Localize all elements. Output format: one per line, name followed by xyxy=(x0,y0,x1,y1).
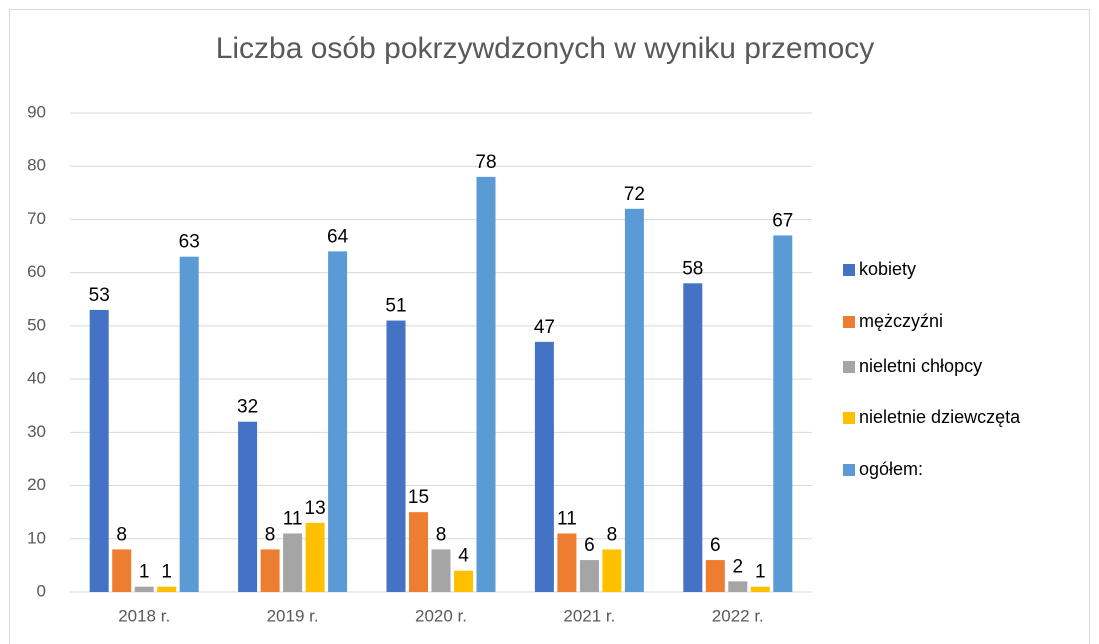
data-label: 11 xyxy=(557,508,577,529)
bar xyxy=(431,549,451,592)
x-tick-label: 2018 r. xyxy=(118,606,170,625)
data-label: 58 xyxy=(682,258,703,279)
bar xyxy=(409,512,428,592)
data-label: 64 xyxy=(327,226,349,247)
bar xyxy=(683,283,703,592)
data-label: 4 xyxy=(458,546,469,567)
bar xyxy=(476,176,496,592)
y-tick-label: 70 xyxy=(27,209,46,228)
data-label: 67 xyxy=(772,210,793,231)
bar xyxy=(283,533,303,592)
data-label: 2 xyxy=(733,556,744,577)
bar xyxy=(112,549,132,592)
data-label: 6 xyxy=(584,535,595,556)
data-label: 8 xyxy=(607,524,618,545)
data-label: 47 xyxy=(534,317,555,338)
y-tick-label: 50 xyxy=(27,315,46,334)
bar xyxy=(305,522,325,592)
legend-label: kobiety xyxy=(859,259,916,279)
legend-label: ogółem: xyxy=(859,459,923,479)
data-label: 63 xyxy=(179,232,200,253)
bar xyxy=(705,560,725,592)
legend-label: mężczyźni xyxy=(859,311,943,331)
bar xyxy=(238,421,258,592)
data-label: 78 xyxy=(475,152,496,173)
bar xyxy=(89,309,109,592)
legend-swatch xyxy=(843,264,855,276)
y-tick-label: 40 xyxy=(27,369,46,388)
legend-swatch xyxy=(843,464,855,476)
bar xyxy=(624,208,644,593)
legend-swatch xyxy=(843,412,855,424)
data-label: 8 xyxy=(436,524,447,545)
bar xyxy=(728,581,748,592)
bar xyxy=(157,586,177,592)
bar xyxy=(134,586,154,592)
legend-label: nieletni chłopcy xyxy=(859,356,982,376)
bar xyxy=(179,256,199,592)
legend-label: nieletnie dziewczęta xyxy=(859,407,1021,427)
data-label: 15 xyxy=(408,487,429,508)
y-tick-label: 60 xyxy=(27,262,46,281)
data-label: 1 xyxy=(755,562,766,583)
data-label: 1 xyxy=(161,562,172,583)
data-label: 11 xyxy=(283,508,303,529)
bar xyxy=(750,586,770,592)
x-tick-label: 2022 r. xyxy=(712,606,764,625)
x-tick-label: 2021 r. xyxy=(563,606,615,625)
data-label: 32 xyxy=(237,397,258,418)
bar xyxy=(534,341,554,592)
bar xyxy=(260,549,280,592)
bar xyxy=(602,549,622,592)
bar xyxy=(773,235,793,592)
bar xyxy=(579,560,599,592)
data-label: 53 xyxy=(89,285,110,306)
y-tick-label: 30 xyxy=(27,422,46,441)
bar xyxy=(454,570,473,592)
data-label: 72 xyxy=(624,184,645,205)
data-label: 6 xyxy=(710,535,721,556)
bar xyxy=(386,320,406,592)
data-label: 1 xyxy=(139,562,150,583)
x-tick-label: 2019 r. xyxy=(267,606,319,625)
chart-title: Liczba osób pokrzywdzonych w wyniku prze… xyxy=(216,32,875,65)
data-label: 8 xyxy=(116,524,127,545)
bar xyxy=(557,533,577,592)
y-tick-label: 90 xyxy=(27,102,46,121)
data-label: 8 xyxy=(265,524,276,545)
data-label: 51 xyxy=(385,296,406,317)
y-tick-label: 80 xyxy=(27,156,46,175)
legend-swatch xyxy=(843,316,855,328)
y-tick-label: 0 xyxy=(37,581,46,600)
y-tick-label: 10 xyxy=(27,528,46,547)
x-tick-label: 2020 r. xyxy=(415,606,467,625)
y-tick-label: 20 xyxy=(27,475,46,494)
legend-swatch xyxy=(843,361,855,373)
bar xyxy=(328,251,348,592)
data-label: 13 xyxy=(305,498,326,519)
